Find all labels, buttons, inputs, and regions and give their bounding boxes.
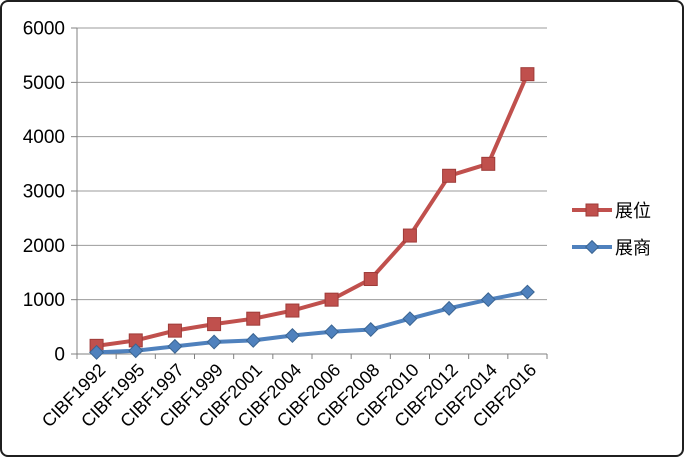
y-tick-marks	[71, 27, 77, 355]
series-booths	[89, 67, 535, 353]
y-axis-labels: 0 1000 2000 3000 4000 5000 6000	[23, 19, 65, 366]
legend-label-booths: 展位	[615, 200, 651, 221]
y-gridlines	[77, 27, 547, 355]
svg-text:0: 0	[54, 345, 65, 366]
legend-square-marker-icon	[572, 203, 612, 216]
svg-text:2000: 2000	[23, 236, 65, 257]
legend-diamond-marker-icon	[572, 239, 612, 254]
legend-item-exhibitors: 展商	[571, 237, 651, 258]
legend: 展位 展商	[571, 200, 651, 258]
x-tick-marks	[76, 354, 548, 359]
legend-label-exhibitors: 展商	[615, 237, 651, 258]
x-axis-labels: CIBF1992CIBF1995CIBF1997CIBF1999CIBF2001…	[38, 360, 540, 431]
svg-text:4000: 4000	[23, 127, 65, 148]
legend-item-booths: 展位	[571, 200, 651, 221]
svg-text:1000: 1000	[23, 290, 65, 311]
svg-text:3000: 3000	[23, 182, 65, 203]
svg-text:5000: 5000	[23, 73, 65, 94]
svg-text:6000: 6000	[23, 19, 65, 40]
series-exhibitors	[89, 284, 535, 360]
